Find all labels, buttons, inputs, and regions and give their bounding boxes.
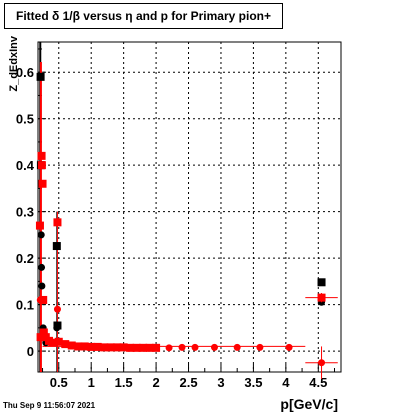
data-point (145, 343, 154, 352)
data-point (37, 231, 45, 239)
vertical-bands (39, 42, 306, 372)
data-point (54, 337, 63, 346)
data-point (119, 343, 128, 352)
data-point (106, 343, 115, 352)
x-axis-label: p[GeV/c] (280, 396, 338, 412)
data-point (36, 72, 45, 81)
data-point (37, 151, 46, 160)
data-point (139, 343, 148, 352)
data-point (39, 295, 48, 304)
x-tick-label: 3 (217, 375, 224, 390)
timestamp: Thu Sep 9 11:56:07 2021 (3, 401, 96, 410)
y-tick-label: 0.1 (16, 298, 34, 313)
data-point (38, 263, 46, 271)
data-point (39, 328, 48, 337)
x-tick-label: 0.5 (50, 375, 68, 390)
data-point (113, 343, 122, 352)
data-point (37, 161, 46, 170)
data-point (191, 343, 199, 351)
data-point (318, 359, 326, 367)
x-tick-label: 2.5 (179, 375, 197, 390)
data-point (317, 278, 326, 287)
plot-frame (37, 41, 342, 373)
data-point (53, 321, 62, 330)
x-tick-label: 4.5 (309, 375, 327, 390)
data-point (61, 340, 70, 349)
data-point (48, 338, 57, 347)
x-tick-label: 3.5 (244, 375, 262, 390)
data-point (178, 343, 186, 351)
data-point (285, 343, 293, 351)
axis-ticks: 0.5 1 1.5 2 2.5 3 3.5 4 4.5 0 0.1 0.2 0.3 0.4 0.5 0.6 (16, 48, 336, 390)
chart-title: Fitted δ 1/β versus η and p for Primary … (4, 3, 283, 29)
data-point (52, 242, 61, 251)
y-tick-label: 0.4 (16, 158, 35, 173)
data-point (93, 342, 102, 351)
y-tick-label: 0.2 (16, 251, 34, 266)
x-tick-label: 1 (88, 375, 95, 390)
data-point (317, 293, 326, 302)
grid-lines (38, 42, 341, 372)
data-point (256, 343, 264, 351)
data-point (233, 343, 241, 351)
data-point (126, 343, 135, 352)
data-point (80, 342, 89, 351)
data-point (35, 221, 44, 230)
data-point (38, 179, 47, 188)
data-point (36, 333, 45, 342)
data-point (132, 343, 141, 352)
x-tick-label: 2 (152, 375, 159, 390)
data-point (210, 343, 218, 351)
data-point (38, 282, 46, 290)
x-tick-label: 1.5 (115, 375, 133, 390)
data-point (53, 305, 61, 313)
y-tick-label: 0 (27, 344, 34, 359)
data-point (74, 342, 83, 351)
data-point (152, 343, 161, 352)
y-axis-label: Z_dEdxInv (8, 36, 20, 92)
data-point (165, 344, 173, 352)
y-tick-label: 0.6 (16, 65, 34, 80)
data-point (100, 343, 109, 352)
y-tick-label: 0.3 (16, 205, 34, 220)
data-points (35, 72, 338, 379)
data-point (87, 342, 96, 351)
data-point (53, 218, 62, 227)
x-tick-label: 4 (282, 375, 290, 390)
y-tick-label: 0.5 (16, 112, 34, 127)
data-point (67, 341, 76, 350)
